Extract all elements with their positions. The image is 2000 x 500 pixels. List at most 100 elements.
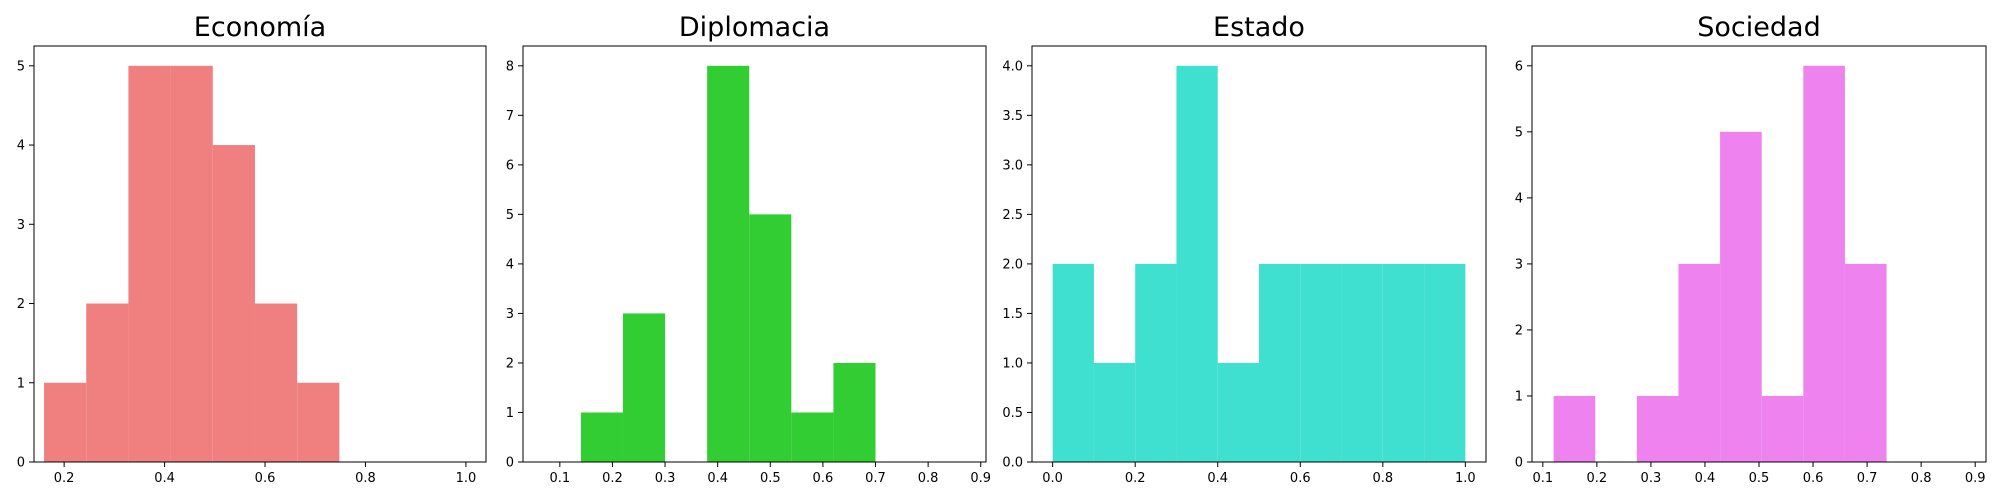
x-tick-label: 0.1 bbox=[1532, 471, 1553, 486]
x-tick-label: 0.5 bbox=[760, 471, 781, 486]
x-tick-label: 0.3 bbox=[1641, 471, 1662, 486]
histogram-bar bbox=[791, 412, 834, 462]
histogram-bar bbox=[1135, 263, 1177, 462]
y-tick-label: 2 bbox=[17, 297, 25, 312]
x-tick-label: 0.2 bbox=[1125, 471, 1146, 486]
x-tick-label: 0.9 bbox=[970, 471, 991, 486]
y-tick-label: 5 bbox=[17, 59, 25, 74]
histogram-bar bbox=[1176, 65, 1218, 463]
histogram-bar bbox=[622, 313, 666, 462]
y-tick-label: 1 bbox=[1515, 389, 1523, 404]
y-tick-label: 0.0 bbox=[1002, 456, 1023, 471]
histogram-bar bbox=[1678, 263, 1721, 462]
x-tick-label: 0.4 bbox=[1695, 471, 1716, 486]
x-tick-label: 0.4 bbox=[1207, 471, 1228, 486]
histogram-panel: 0.1 0.2 0.3 0.4 0.5 0.6 0.7 0.8 0.9 0 1 2 3 4 5 6 7 8 Dipl… bbox=[506, 12, 991, 486]
histogram-bar bbox=[170, 65, 213, 463]
chart-title: Sociedad bbox=[1697, 12, 1820, 43]
x-tick-label: 0.0 bbox=[1042, 471, 1063, 486]
histogram-panel: 0.1 0.2 0.3 0.4 0.5 0.6 0.7 0.8 0.9 0 1 2 3 4 5 6 Socied… bbox=[1515, 12, 1987, 486]
y-tick-label: 3 bbox=[17, 218, 25, 233]
histogram-bar bbox=[254, 303, 298, 462]
histogram-bar bbox=[1761, 395, 1804, 462]
y-tick-label: 3 bbox=[506, 307, 514, 322]
x-tick-label: 0.2 bbox=[602, 471, 623, 486]
histogram-bar bbox=[86, 303, 129, 462]
x-tick-label: 0.6 bbox=[1290, 471, 1311, 486]
y-tick-label: 7 bbox=[506, 109, 514, 124]
chart-title: Diplomacia bbox=[679, 12, 830, 43]
y-tick-label: 0 bbox=[506, 456, 514, 471]
y-tick-label: 0 bbox=[1515, 456, 1523, 471]
chart-title: Estado bbox=[1213, 12, 1305, 43]
y-tick-label: 4.0 bbox=[1002, 59, 1023, 74]
histogram-panel: 0.2 0.4 0.6 0.8 1.0 0 1 2 3 4 5 Economía bbox=[17, 12, 487, 486]
histogram-bar bbox=[1217, 362, 1259, 462]
x-tick-label: 0.8 bbox=[918, 471, 939, 486]
y-tick-label: 1.0 bbox=[1002, 356, 1023, 371]
y-tick-label: 3.5 bbox=[1002, 109, 1023, 124]
histogram-bar bbox=[1803, 65, 1845, 463]
chart-title: Economía bbox=[194, 12, 326, 43]
x-tick-label: 0.4 bbox=[154, 471, 175, 486]
x-tick-label: 0.6 bbox=[813, 471, 834, 486]
histogram-bar bbox=[749, 214, 792, 462]
y-tick-label: 3 bbox=[1515, 257, 1523, 272]
x-tick-label: 0.2 bbox=[1587, 471, 1608, 486]
histogram-bar bbox=[1844, 263, 1887, 462]
x-tick-label: 1.0 bbox=[456, 471, 477, 486]
histogram-bar bbox=[44, 382, 87, 462]
y-tick-label: 3.0 bbox=[1002, 158, 1023, 173]
histogram-bar bbox=[580, 412, 623, 462]
x-tick-label: 0.7 bbox=[865, 471, 886, 486]
y-tick-label: 8 bbox=[506, 59, 514, 74]
x-tick-label: 0.3 bbox=[655, 471, 676, 486]
y-tick-label: 6 bbox=[1515, 59, 1523, 74]
histogram-bar bbox=[1424, 263, 1466, 462]
x-tick-label: 0.8 bbox=[1911, 471, 1932, 486]
y-tick-label: 5 bbox=[1515, 125, 1523, 140]
y-tick-label: 2 bbox=[1515, 323, 1523, 338]
histogram-bar bbox=[297, 382, 340, 462]
histogram-bar bbox=[1300, 263, 1342, 462]
histogram-bar bbox=[1636, 395, 1679, 462]
x-tick-label: 0.2 bbox=[54, 471, 75, 486]
histogram-bar bbox=[1341, 263, 1383, 462]
x-tick-label: 0.8 bbox=[355, 471, 376, 486]
axes-frame bbox=[33, 45, 487, 463]
x-tick-label: 0.4 bbox=[707, 471, 728, 486]
histogram-bar bbox=[1553, 395, 1596, 462]
x-tick-label: 0.6 bbox=[255, 471, 276, 486]
y-tick-label: 5 bbox=[506, 208, 514, 223]
histogram-bar bbox=[1382, 263, 1425, 462]
x-tick-label: 0.5 bbox=[1749, 471, 1770, 486]
histogram-bar bbox=[212, 145, 255, 463]
y-tick-label: 0 bbox=[17, 456, 25, 471]
histogram-bar bbox=[1052, 263, 1094, 462]
x-tick-label: 0.8 bbox=[1372, 471, 1393, 486]
histogram-bar bbox=[1259, 263, 1301, 462]
axes-frame bbox=[1031, 45, 1487, 463]
histogram-bar bbox=[1093, 362, 1136, 462]
x-tick-label: 0.1 bbox=[549, 471, 570, 486]
x-tick-label: 1.0 bbox=[1455, 471, 1476, 486]
y-tick-label: 2 bbox=[506, 356, 514, 371]
axes-frame bbox=[522, 45, 987, 463]
y-tick-label: 1 bbox=[506, 406, 514, 421]
histogram-bar bbox=[1720, 131, 1762, 463]
y-tick-label: 1 bbox=[17, 376, 25, 391]
y-tick-label: 2.5 bbox=[1002, 208, 1023, 223]
y-tick-label: 2.0 bbox=[1002, 257, 1023, 272]
x-tick-label: 0.9 bbox=[1965, 471, 1986, 486]
histogram-bar bbox=[707, 65, 750, 463]
histogram-panel: 0.0 0.2 0.4 0.6 0.8 1.0 0.0 0.5 1.0 1.5 2.0 2.5 3.0 3… bbox=[1002, 12, 1487, 486]
y-tick-label: 1.5 bbox=[1002, 307, 1023, 322]
y-tick-label: 6 bbox=[506, 158, 514, 173]
y-tick-label: 4 bbox=[1515, 191, 1523, 206]
x-tick-label: 0.7 bbox=[1857, 471, 1878, 486]
x-tick-label: 0.6 bbox=[1803, 471, 1824, 486]
y-tick-label: 0.5 bbox=[1002, 406, 1023, 421]
y-tick-label: 4 bbox=[17, 139, 25, 154]
y-tick-label: 4 bbox=[506, 257, 514, 272]
